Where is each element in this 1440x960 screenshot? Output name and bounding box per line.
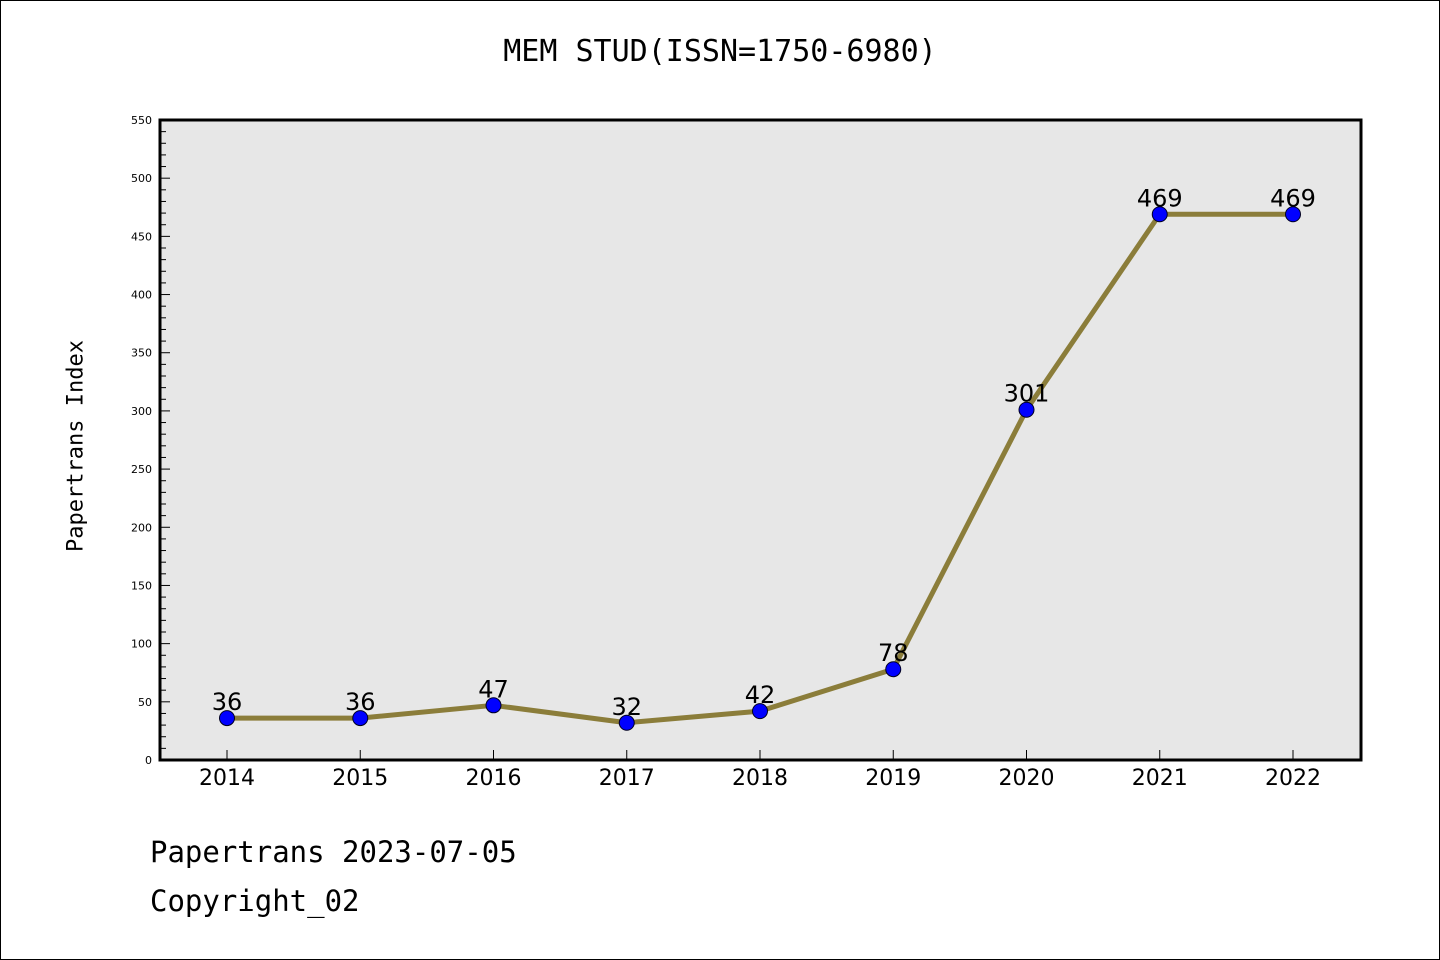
- plot-area: [160, 120, 1361, 760]
- data-point: [352, 710, 369, 727]
- data-label: 47: [478, 675, 509, 703]
- y-tick-label: 250: [131, 463, 152, 476]
- data-label: 469: [1270, 184, 1316, 212]
- y-tick-label: 350: [131, 347, 152, 360]
- x-tick-label: 2020: [999, 766, 1055, 791]
- footer-date: Papertrans 2023-07-05: [150, 835, 517, 869]
- x-tick-label: 2016: [466, 766, 522, 791]
- x-tick-label: 2021: [1132, 766, 1188, 791]
- data-label: 42: [745, 681, 776, 709]
- y-tick-label: 0: [145, 754, 152, 767]
- data-label: 32: [611, 693, 642, 721]
- chart-title: MEM STUD(ISSN=1750-6980): [503, 34, 937, 69]
- x-tick-label: 2014: [199, 766, 255, 791]
- y-tick-label: 400: [131, 289, 152, 302]
- x-tick-label: 2019: [865, 766, 921, 791]
- data-point: [219, 710, 235, 727]
- data-point: [1018, 401, 1035, 418]
- data-labels: 36 36 47 32 42 78 301 469 469: [212, 184, 1316, 721]
- x-tick-label: 2017: [599, 766, 655, 791]
- data-point: [1285, 206, 1301, 223]
- data-label: 301: [1004, 380, 1050, 408]
- data-label: 469: [1137, 184, 1183, 212]
- data-label: 36: [212, 688, 243, 716]
- y-tick-label: 200: [131, 521, 152, 534]
- data-point: [885, 661, 902, 678]
- y-tick-label: 550: [131, 114, 152, 127]
- data-label: 36: [345, 688, 376, 716]
- x-tick-label: 2015: [332, 766, 388, 791]
- y-tick-label: 150: [131, 579, 152, 592]
- data-markers: [219, 206, 1301, 731]
- y-tick-label: 50: [138, 696, 152, 709]
- y-tick-label: 100: [131, 638, 152, 651]
- data-label: 78: [878, 639, 909, 667]
- x-tick-label: 2022: [1265, 766, 1321, 791]
- data-point: [1151, 206, 1168, 223]
- y-major-ticks: 0 50 100 150 200 250 300 350 400 450 500 550: [131, 114, 170, 767]
- y-tick-label: 500: [131, 172, 152, 185]
- data-point: [752, 703, 768, 720]
- data-point: [618, 714, 635, 731]
- plot-border: [158, 118, 1363, 762]
- y-tick-label: 450: [131, 230, 152, 243]
- x-ticks: 2014 2015 2016 2017 2018 2019 2020 2021 2022: [199, 750, 1321, 791]
- y-tick-label: 300: [131, 405, 152, 418]
- x-tick-label: 2018: [732, 766, 788, 791]
- data-point: [485, 697, 502, 714]
- footer-copyright: Copyright_02: [150, 884, 360, 918]
